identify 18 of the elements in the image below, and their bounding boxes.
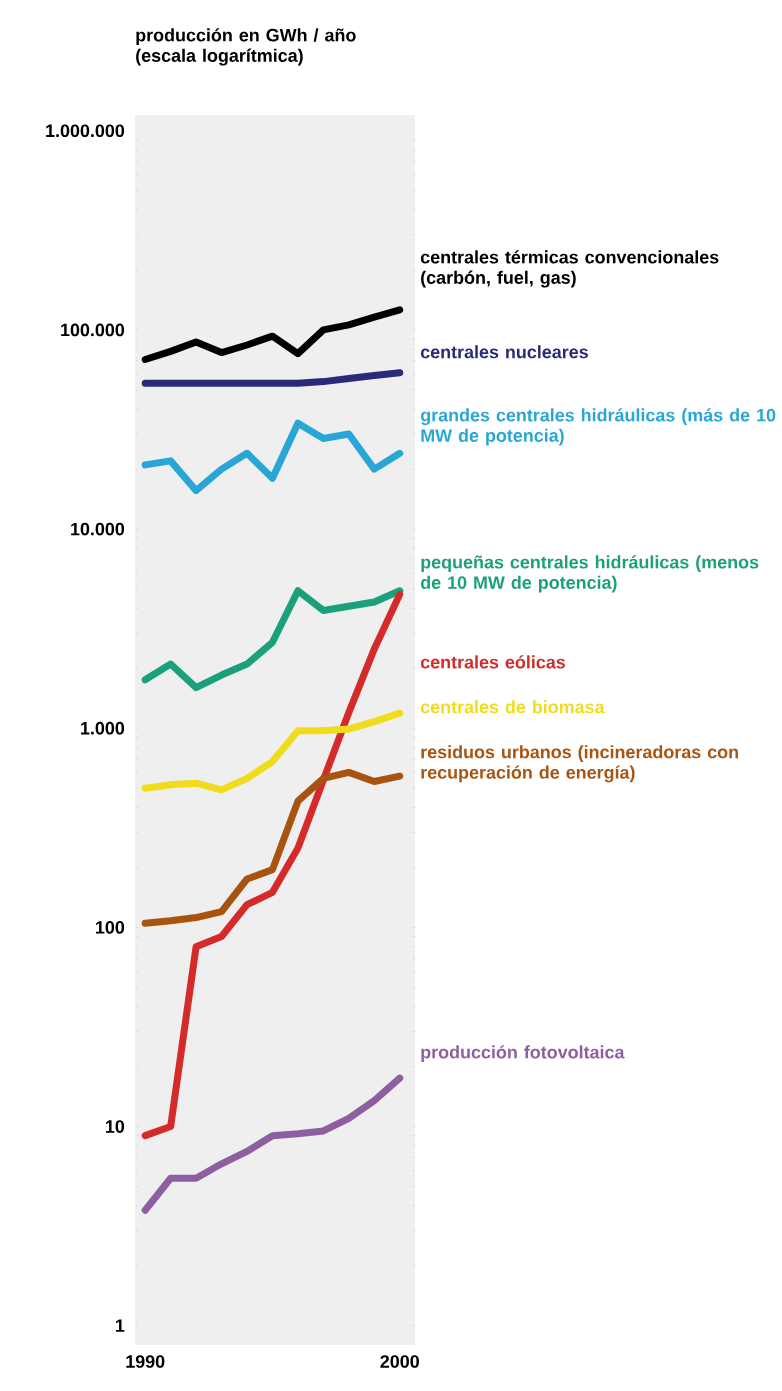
y-tick-label: 10.000 <box>71 522 125 536</box>
series-label: pequeñas centrales hidráulicas (menos de 10 MW de potencia) <box>420 555 759 593</box>
y-tick-label: 1 <box>115 1319 125 1332</box>
series-label: centrales nucleares <box>420 345 588 359</box>
y-tick-label: 1.000.000 <box>46 124 125 138</box>
y-tick-label: 100 <box>96 921 125 934</box>
series-label: centrales de biomasa <box>420 700 605 714</box>
y-tick-label: 10 <box>106 1120 125 1133</box>
series-label: producción fotovoltaica <box>421 1045 625 1063</box>
series-label: residuos urbanos (incineradoras con recuperación de energía) <box>421 745 738 783</box>
y-tick-label: 100.000 <box>61 323 125 337</box>
x-tick-label: 2000 <box>380 1355 419 1368</box>
series-label: grandes centrales hidráulicas (más de 10 MW de potencia) <box>420 408 776 446</box>
series-label: centrales térmicas convencionales (carbón, fuel, gas) <box>420 250 719 288</box>
text: centrales eólicas <box>420 655 565 669</box>
x-tick-label: 1990 <box>126 1355 165 1368</box>
y-axis-title: producción en GWh / año (escala logarítmica) <box>136 28 356 66</box>
y-tick-label: 1.000 <box>81 721 125 735</box>
